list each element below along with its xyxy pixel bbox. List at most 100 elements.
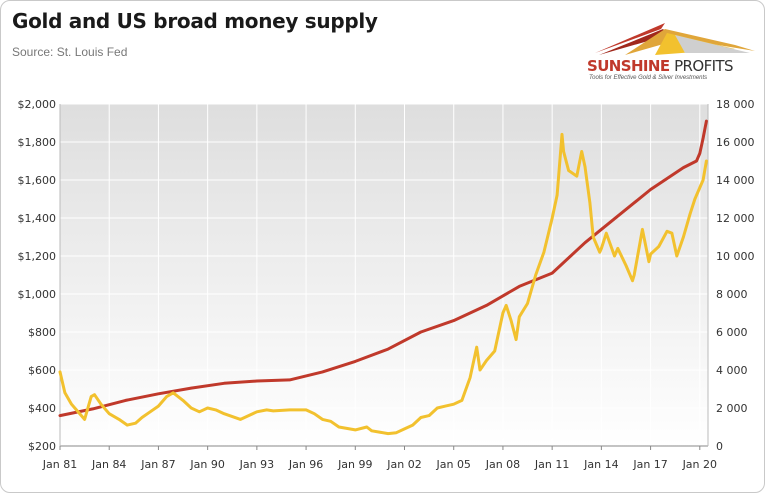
y-left-tick-label: $800: [28, 326, 56, 339]
gold-price-point: [337, 425, 341, 429]
logo-tagline: Tools for Effective Gold & Silver Invest…: [589, 75, 708, 81]
gold-price-point: [613, 254, 616, 258]
chart-source: Source: St. Louis Fed: [12, 45, 128, 59]
money-supply-point: [354, 360, 357, 363]
gold-price-point: [370, 429, 373, 432]
money-supply-point: [682, 166, 685, 169]
x-tick-label: Jan 05: [435, 458, 470, 471]
gold-price-point: [222, 412, 226, 415]
gold-price-point: [567, 169, 570, 172]
gold-price-point: [542, 251, 546, 254]
y-right-tick-label: 14 000: [716, 174, 755, 187]
gold-price-point: [58, 370, 62, 374]
gold-price-point: [598, 251, 601, 254]
money-supply-point: [698, 152, 701, 155]
money-supply-point: [695, 159, 698, 163]
gold-price-point: [562, 150, 565, 153]
money-supply-line: [58, 119, 708, 418]
money-supply-point: [518, 285, 521, 288]
gold-price-point: [705, 159, 708, 163]
money-supply-point: [91, 407, 95, 411]
money-supply-point: [288, 378, 291, 382]
money-supply-point: [485, 304, 488, 307]
gold-price-point: [198, 410, 201, 413]
gold-price-point: [485, 359, 488, 362]
y-left-tick-label: $1,600: [18, 174, 57, 187]
y-left-tick-label: $1,800: [18, 136, 57, 149]
money-supply-point: [157, 392, 160, 395]
gold-price-point: [675, 254, 678, 258]
gold-price-point: [126, 423, 129, 427]
x-tick-label: Jan 17: [632, 458, 667, 471]
logo-rays-icon: [595, 23, 755, 55]
gold-price-point: [329, 420, 332, 423]
logo-name-bold: SUNSHINE: [587, 57, 670, 75]
gold-price-point: [526, 302, 529, 305]
gold-price-point: [403, 427, 406, 431]
y-left-tick-label: $200: [28, 440, 56, 453]
x-tick-label: Jan 96: [288, 458, 323, 471]
gold-price-point: [701, 178, 705, 182]
gold-price-point: [493, 349, 496, 353]
logo-wordmark: SUNSHINE PROFITS: [587, 57, 734, 75]
y-left-tick-label: $600: [28, 364, 56, 377]
money-supply-point: [190, 386, 193, 390]
money-supply-point: [616, 214, 619, 218]
gold-price-line: [58, 132, 708, 436]
money-supply-point: [124, 399, 127, 402]
gold-price-point: [444, 404, 447, 408]
gold-price-point: [288, 408, 291, 412]
gold-price-point: [157, 404, 160, 408]
gold-price-point: [365, 425, 368, 429]
gold-price-point: [509, 319, 513, 322]
gold-price-point: [665, 230, 669, 233]
money-supply-point: [386, 347, 390, 351]
gold-price-point: [117, 418, 121, 421]
x-tick-label: Jan 02: [386, 458, 421, 471]
y-right-tick-label: 4 000: [716, 364, 748, 377]
gold-price-point: [255, 410, 259, 413]
x-tick-label: Jan 81: [42, 458, 77, 471]
gold-price-point: [83, 418, 86, 421]
gold-price-point: [534, 273, 537, 277]
gold-price-point: [411, 423, 414, 427]
logo-name-light: PROFITS: [674, 57, 733, 75]
gold-price-point: [272, 409, 275, 413]
y-left-tick-label: $2,000: [18, 98, 57, 111]
y-right-tick-label: 16 000: [716, 136, 755, 149]
gold-price-point: [688, 213, 692, 216]
gold-price-point: [641, 228, 644, 231]
gold-price-point: [436, 406, 439, 410]
gold-price-point: [501, 311, 505, 315]
x-tick-label: Jan 14: [583, 458, 618, 471]
gold-price-point: [475, 346, 478, 349]
gold-price-point: [631, 279, 634, 282]
money-supply-point: [551, 271, 554, 275]
gold-price-point: [304, 408, 308, 412]
gold-price-point: [206, 406, 209, 410]
gold-price-point: [580, 150, 583, 153]
y-left-tick-label: $1,400: [18, 212, 57, 225]
y-left-tick-label: $400: [28, 402, 56, 415]
money-supply-point: [452, 319, 455, 322]
gold-price-point: [624, 264, 628, 267]
gold-price-point: [108, 412, 111, 415]
gold-price-point: [75, 408, 78, 412]
gold-price-point: [90, 395, 93, 398]
y-right-tick-label: 12 000: [716, 212, 755, 225]
gold-price-point: [239, 418, 242, 421]
gold-price-point: [172, 391, 175, 394]
chart-title: Gold and US broad money supply: [12, 9, 378, 33]
y-right-tick-label: 6 000: [716, 326, 748, 339]
gold-price-point: [140, 416, 144, 419]
gold-price-point: [583, 165, 587, 168]
gold-price-point: [605, 232, 608, 235]
gold-price-point: [693, 197, 697, 201]
x-tick-label: Jan 11: [534, 458, 569, 471]
gold-price-point: [313, 412, 316, 415]
gold-price-point: [190, 406, 193, 410]
gold-price-point: [575, 175, 578, 178]
gold-price-point: [551, 216, 554, 220]
money-supply-point: [649, 188, 652, 191]
